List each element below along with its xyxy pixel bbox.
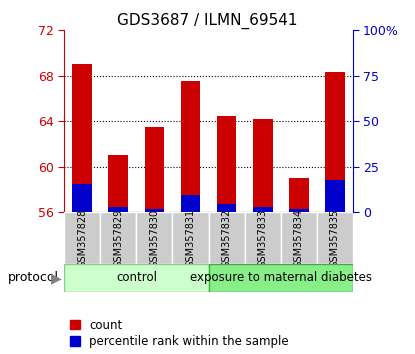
- FancyBboxPatch shape: [64, 264, 209, 292]
- Text: GDS3687 / ILMN_69541: GDS3687 / ILMN_69541: [117, 12, 298, 29]
- FancyBboxPatch shape: [173, 212, 209, 264]
- FancyBboxPatch shape: [100, 212, 137, 264]
- Text: GSM357834: GSM357834: [294, 209, 304, 268]
- FancyBboxPatch shape: [209, 264, 353, 292]
- Text: GSM357832: GSM357832: [222, 209, 232, 268]
- Text: GSM357829: GSM357829: [113, 209, 123, 268]
- Bar: [253, 207, 273, 212]
- Bar: [217, 204, 237, 212]
- Bar: [144, 209, 164, 212]
- Bar: [144, 127, 164, 212]
- Text: protocol: protocol: [8, 272, 59, 284]
- Text: GSM357835: GSM357835: [330, 209, 340, 268]
- Bar: [181, 81, 200, 212]
- FancyBboxPatch shape: [281, 212, 317, 264]
- FancyBboxPatch shape: [64, 212, 100, 264]
- Text: ▶: ▶: [51, 271, 61, 285]
- FancyBboxPatch shape: [209, 212, 244, 264]
- Bar: [181, 195, 200, 212]
- Text: GSM357830: GSM357830: [149, 209, 159, 268]
- Bar: [73, 64, 92, 212]
- Bar: [289, 178, 309, 212]
- Legend: count, percentile rank within the sample: count, percentile rank within the sample: [70, 319, 289, 348]
- Text: GSM357831: GSM357831: [186, 209, 195, 268]
- Bar: [289, 209, 309, 212]
- Bar: [253, 119, 273, 212]
- Text: exposure to maternal diabetes: exposure to maternal diabetes: [190, 272, 372, 284]
- Bar: [108, 155, 128, 212]
- Bar: [73, 184, 92, 212]
- Bar: [108, 207, 128, 212]
- Bar: [325, 181, 344, 212]
- FancyBboxPatch shape: [317, 212, 353, 264]
- FancyBboxPatch shape: [137, 212, 173, 264]
- Text: control: control: [116, 272, 157, 284]
- FancyBboxPatch shape: [244, 212, 281, 264]
- Bar: [217, 115, 237, 212]
- Text: GSM357833: GSM357833: [258, 209, 268, 268]
- Text: GSM357828: GSM357828: [77, 209, 87, 268]
- Bar: [325, 72, 344, 212]
